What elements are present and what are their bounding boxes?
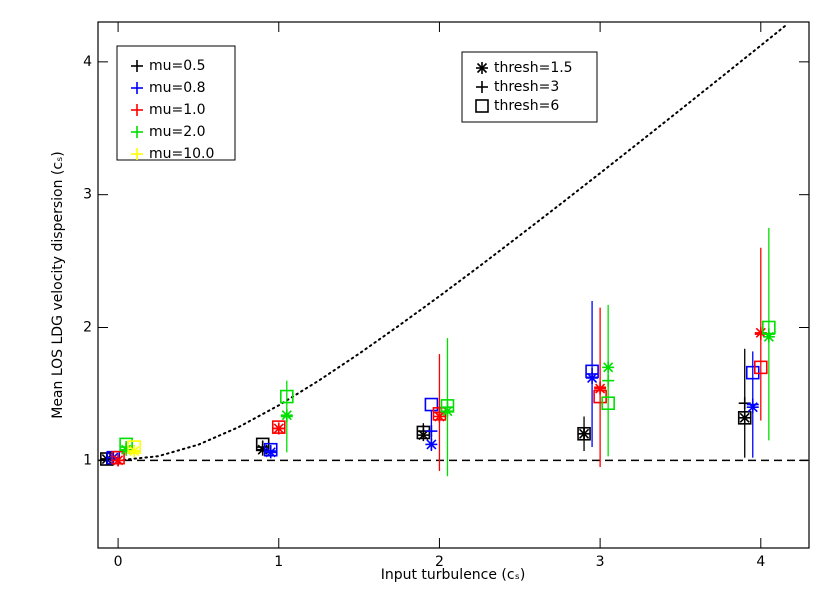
marker-square [762, 320, 776, 335]
legend-label: thresh=6 [494, 98, 559, 114]
marker-square [753, 360, 768, 375]
marker-stroke [127, 440, 141, 454]
y-tick-label: 2 [83, 320, 92, 336]
x-tick-label: 1 [274, 554, 283, 570]
model-curve [117, 25, 786, 462]
marker-plus [746, 398, 759, 411]
marker-plus [131, 126, 143, 138]
y-tick-label: 4 [83, 54, 92, 70]
marker-square [577, 426, 591, 441]
legend-label: mu=10.0 [149, 146, 214, 162]
marker-stroke [111, 450, 125, 465]
plot-area [98, 25, 809, 477]
marker-square [440, 399, 455, 413]
marker-square [263, 442, 278, 457]
marker-square [416, 425, 431, 440]
marker-stroke [585, 364, 599, 379]
marker-stroke [424, 397, 439, 412]
marker-stroke [119, 437, 133, 452]
marker-plus [578, 427, 591, 440]
marker-stroke [737, 411, 752, 425]
marker-stroke [416, 425, 431, 440]
legend-label: mu=1.0 [149, 102, 206, 118]
marker-square [111, 450, 125, 465]
marker-plus [131, 82, 143, 94]
x-tick-label: 3 [596, 554, 605, 570]
marker-square [475, 99, 489, 113]
legend-label: thresh=1.5 [494, 60, 573, 76]
marker-stroke [271, 420, 286, 434]
marker-stroke [753, 360, 768, 375]
y-tick-label: 3 [83, 187, 92, 203]
plot-frame [97, 21, 810, 549]
marker-square [127, 440, 141, 454]
x-tick-label: 2 [435, 554, 444, 570]
legend-label: thresh=3 [494, 79, 559, 95]
marker-square [601, 396, 615, 411]
marker-plus [425, 425, 438, 438]
marker-square [271, 420, 286, 434]
marker-stroke [601, 396, 615, 411]
marker-stroke [476, 62, 488, 74]
x-axis-label: Input turbulence (cₛ) [381, 567, 526, 583]
marker-square [119, 437, 133, 452]
marker-plus [476, 81, 488, 93]
legend-label: mu=2.0 [149, 124, 206, 140]
marker-plus [602, 374, 615, 387]
marker-square [737, 411, 752, 425]
legend-label: mu=0.8 [149, 80, 206, 96]
marker-plus [280, 410, 293, 423]
marker-square [424, 397, 439, 412]
marker-asterisk [476, 62, 488, 74]
marker-square [279, 389, 294, 404]
marker-stroke [279, 389, 294, 404]
x-tick-label: 0 [114, 554, 123, 570]
marker-stroke [263, 442, 278, 457]
marker-plus [128, 445, 141, 458]
marker-plus [131, 148, 143, 160]
y-tick-label: 1 [83, 452, 92, 468]
marker-square [585, 364, 599, 379]
marker-plus [594, 381, 607, 394]
marker-plus [131, 104, 143, 116]
y-axis-label: Mean LOS LDG velocity dispersion (cₛ) [50, 151, 66, 419]
marker-stroke [440, 399, 455, 413]
marker-stroke [577, 426, 591, 441]
marker-plus [107, 451, 120, 464]
marker-stroke [762, 320, 776, 335]
marker-stroke [475, 99, 489, 113]
x-tick-label: 4 [756, 554, 765, 570]
legend-label: mu=0.5 [149, 58, 206, 74]
marker-plus [131, 60, 143, 72]
